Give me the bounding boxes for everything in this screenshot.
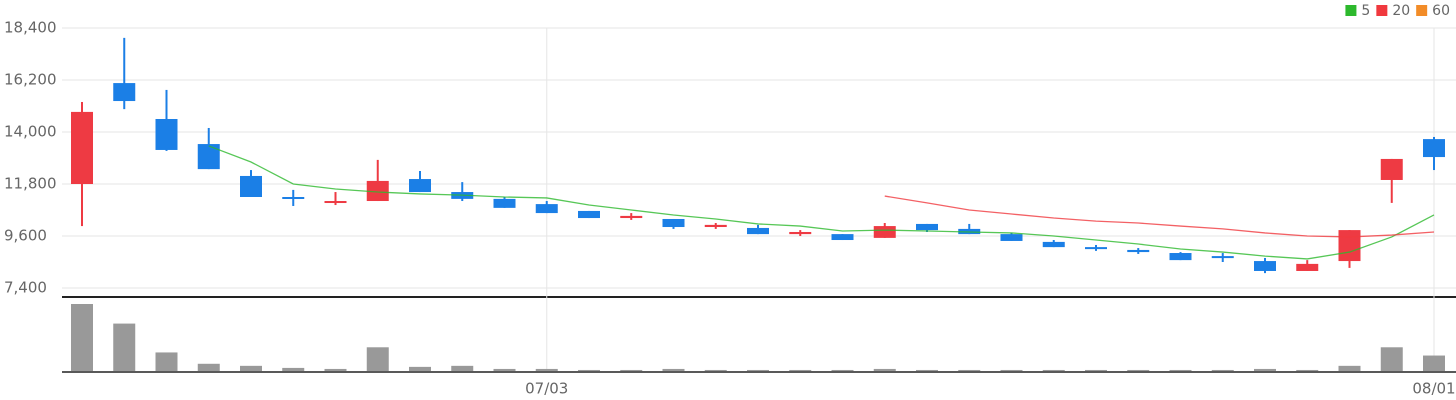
candle-body xyxy=(366,180,389,202)
volume-bar xyxy=(873,368,896,371)
candle-body xyxy=(1423,139,1445,158)
volume-bar xyxy=(493,368,516,371)
volume-bar xyxy=(1380,347,1403,371)
volume-bar xyxy=(113,323,136,371)
volume-bar xyxy=(71,304,93,371)
candle-body xyxy=(324,201,347,204)
volume-bar xyxy=(578,369,600,371)
candle-body xyxy=(747,227,769,235)
y-tick-label: 7,400 xyxy=(4,279,47,297)
volume-bar xyxy=(197,363,220,371)
legend-label: 5 xyxy=(1361,3,1370,19)
candle-body xyxy=(1254,261,1276,271)
volume-bar xyxy=(1423,355,1445,371)
y-tick-label: 11,800 xyxy=(4,175,57,193)
candle-body xyxy=(1169,253,1192,261)
candle-body xyxy=(1127,249,1150,253)
volume-bar xyxy=(155,352,178,371)
candle-body xyxy=(789,231,812,235)
y-tick-label: 9,600 xyxy=(4,227,47,245)
y-tick-label: 16,200 xyxy=(4,71,57,89)
volume-bar xyxy=(620,369,643,371)
candle-body xyxy=(1042,241,1065,248)
volume-bar xyxy=(1127,369,1150,371)
candle-body xyxy=(155,119,178,150)
volume-bar xyxy=(1296,369,1319,371)
candle-body xyxy=(662,218,685,228)
x-tick-label: 07/03 xyxy=(525,380,568,398)
volume-bar xyxy=(1085,369,1107,371)
volume-bar xyxy=(324,368,347,371)
legend-label: 60 xyxy=(1432,3,1450,19)
volume-bar xyxy=(1254,368,1276,371)
candle-body xyxy=(240,175,262,197)
candle-body xyxy=(493,198,516,208)
candle-body xyxy=(535,204,558,214)
volume-bar xyxy=(916,369,938,371)
volume-bar xyxy=(366,347,389,371)
volume-bar xyxy=(747,369,769,371)
volume-bar xyxy=(451,365,474,371)
volume-bar xyxy=(1000,369,1023,371)
legend-swatch xyxy=(1376,5,1388,16)
volume-bar xyxy=(1169,369,1192,371)
volume-bar xyxy=(1211,369,1234,371)
candle-body xyxy=(1338,230,1361,262)
volume-bar xyxy=(831,369,854,371)
candle-body xyxy=(620,215,643,219)
volume-bar xyxy=(958,369,981,371)
ma-line xyxy=(208,145,1435,260)
candle-body xyxy=(1296,263,1319,271)
candle-body xyxy=(578,210,600,219)
legend-label: 20 xyxy=(1392,3,1410,19)
volume-bar xyxy=(1042,369,1065,371)
candle-body xyxy=(1000,234,1023,241)
volume-bar xyxy=(662,368,685,371)
ma-line xyxy=(884,195,1435,238)
volume-bar xyxy=(704,369,727,371)
candle-body xyxy=(704,224,727,228)
candle-body xyxy=(71,111,93,184)
legend-swatch xyxy=(1345,5,1357,16)
candle-body xyxy=(831,234,854,241)
candle-body xyxy=(113,83,136,102)
volume-bar xyxy=(535,368,558,371)
candle-body xyxy=(282,197,305,199)
candle-body xyxy=(873,226,896,238)
candle-body xyxy=(409,179,431,193)
volume-bar xyxy=(282,367,305,371)
y-tick-label: 14,000 xyxy=(4,123,57,141)
x-tick-label: 08/01 xyxy=(1412,380,1455,398)
volume-bar xyxy=(240,365,262,371)
candle-body xyxy=(1085,247,1107,250)
legend-swatch xyxy=(1416,5,1428,16)
volume-bar xyxy=(409,366,431,371)
candle-body xyxy=(197,144,220,170)
volume-bar xyxy=(1338,365,1361,371)
candle-body xyxy=(916,223,938,231)
y-tick-label: 18,400 xyxy=(4,19,57,37)
volume-bar xyxy=(789,369,812,371)
candle-body xyxy=(1211,256,1234,259)
candle-body xyxy=(1380,158,1403,180)
